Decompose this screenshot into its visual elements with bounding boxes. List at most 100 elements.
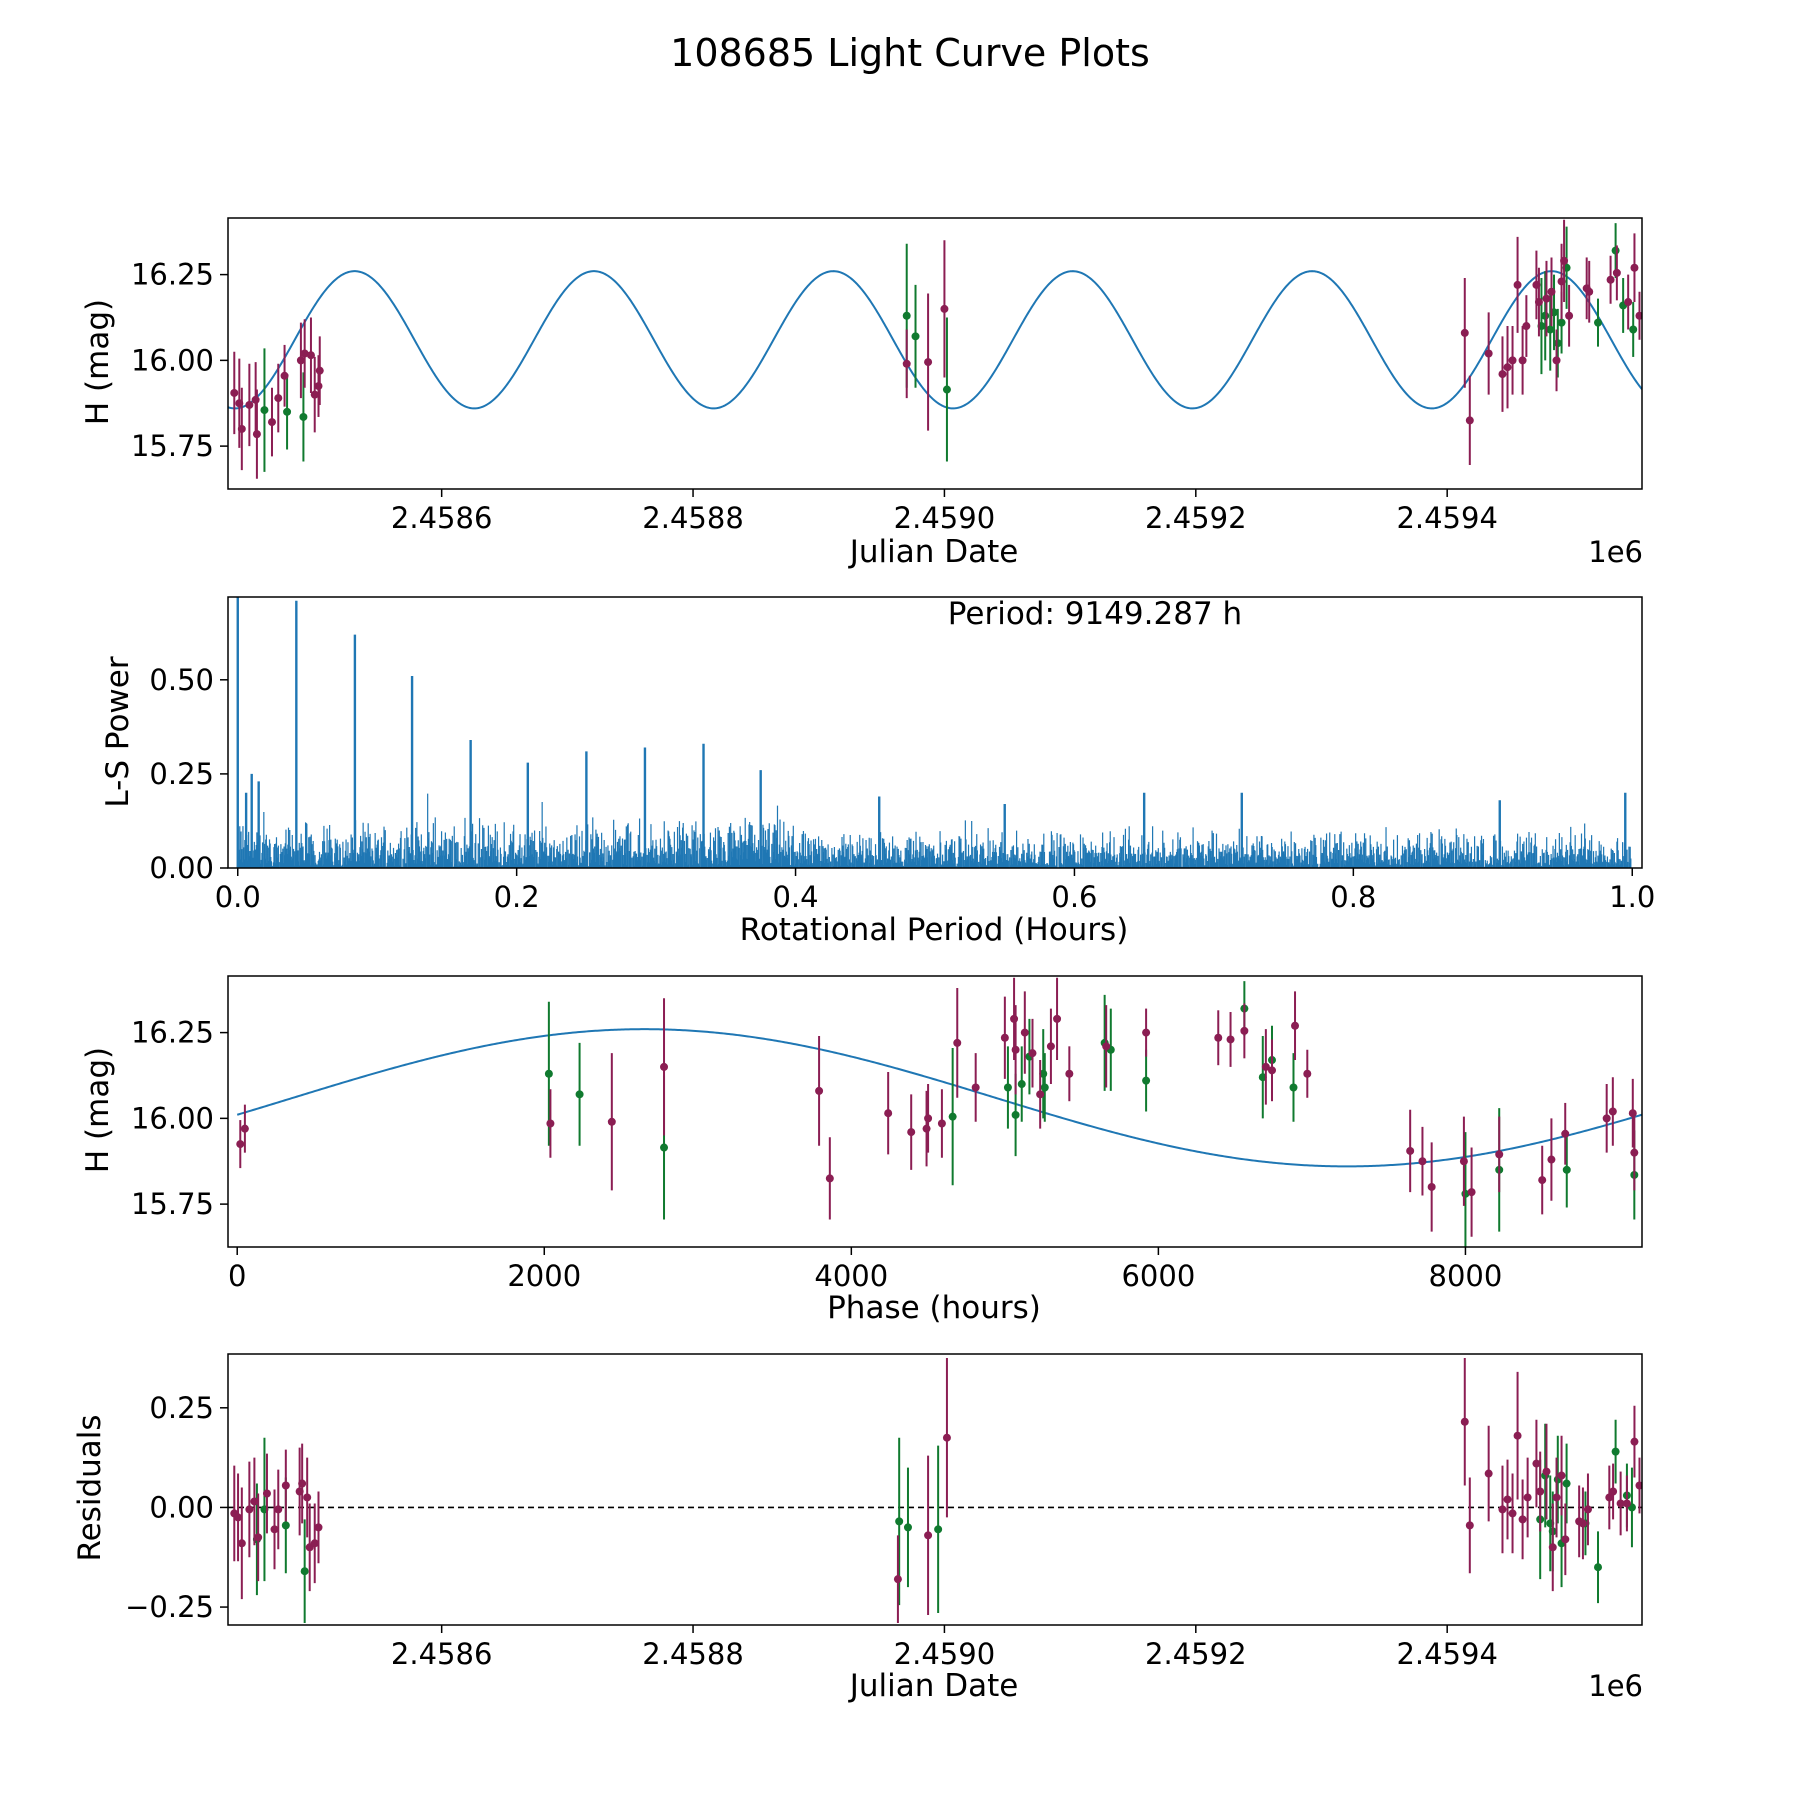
panel-light-curve-point-g xyxy=(902,311,911,320)
panel-residuals-point-g xyxy=(934,1525,943,1534)
panel-residuals-point-o xyxy=(1583,1505,1592,1514)
panel-residuals-point-o xyxy=(924,1531,933,1540)
panel-phase-point-o xyxy=(1036,1090,1045,1099)
panel-phase-point-o xyxy=(1142,1028,1151,1037)
panel-light-curve-point-g xyxy=(1611,246,1620,255)
panel-phase-point-o xyxy=(1538,1176,1547,1185)
panel-residuals-point-o xyxy=(1616,1499,1625,1508)
panel-phase-point-g xyxy=(948,1112,957,1121)
panel-light-curve-point-o xyxy=(1565,311,1574,320)
panel-residuals: 2.4586 2.4588 2.4590 2.4592 2.4594 −0.25 0.00 0… xyxy=(72,1353,1643,1704)
panel-light-curve-point-o xyxy=(1498,370,1507,379)
panel-phase-xtick-label: 6000 xyxy=(1121,1259,1195,1293)
panel-residuals-point-o xyxy=(1523,1493,1532,1502)
panel-residuals-xtick-label: 2.4590 xyxy=(894,1637,995,1671)
panel-residuals-point-o xyxy=(303,1493,312,1502)
panel-residuals-ytick-label: 0.00 xyxy=(149,1490,214,1524)
panel-residuals-point-o xyxy=(1605,1493,1614,1502)
panel-phase-xlabel: Phase (hours) xyxy=(827,1290,1041,1326)
panel-light-curve-point-o xyxy=(230,388,239,397)
panel-light-curve-point-g xyxy=(283,407,292,416)
panel-light-curve-point-o xyxy=(1508,356,1517,365)
panel-phase-point-o xyxy=(1418,1157,1427,1166)
panel-phase-fit-curve xyxy=(236,1028,1642,1168)
panel-phase-point-o xyxy=(825,1174,834,1183)
panel-periodogram-frame xyxy=(227,596,1643,869)
panel-residuals-point-o xyxy=(1498,1505,1507,1514)
panel-light-curve-point-o xyxy=(902,359,911,368)
panel-phase-point-g xyxy=(544,1069,553,1078)
panel-phase-point-o xyxy=(1561,1129,1570,1138)
panel-light-curve-point-g xyxy=(1629,325,1638,334)
panel-light-curve-point-o xyxy=(1585,287,1594,296)
panel-residuals-point-o xyxy=(1460,1417,1469,1426)
panel-light-curve-xtick-label: 2.4590 xyxy=(894,501,995,535)
panel-residuals-point-g xyxy=(1562,1479,1571,1488)
panel-light-curve-xlabel: Julian Date xyxy=(848,534,1019,570)
panel-phase-point-o xyxy=(1628,1109,1637,1118)
panel-periodogram-peaks xyxy=(236,597,1627,868)
panel-residuals-xlabel: Julian Date xyxy=(848,1668,1019,1704)
panel-phase-point-o xyxy=(884,1109,893,1118)
panel-phase-xtick-label: 8000 xyxy=(1429,1259,1503,1293)
panel-periodogram-plot: 0.0 0.2 0.4 0.6 0.8 1.0 0.00 0.25 0.50 xyxy=(149,596,1655,914)
panel-light-curve-point-g xyxy=(942,385,951,394)
panel-residuals-point-o xyxy=(893,1575,902,1584)
panel-residuals-point-o xyxy=(1557,1471,1566,1480)
panel-residuals-point-o xyxy=(1465,1521,1474,1530)
panel-residuals-ylabel: Residuals xyxy=(72,1414,108,1561)
panel-light-curve-point-o xyxy=(940,304,949,313)
panel-phase-point-o xyxy=(1065,1069,1074,1078)
panel-phase-point-g xyxy=(1011,1110,1020,1119)
panel-phase-point-o xyxy=(240,1124,249,1133)
panel-periodogram-ytick-label: 0.00 xyxy=(149,851,214,885)
panel-light-curve-point-o xyxy=(1612,268,1621,277)
panel-residuals-point-o xyxy=(274,1505,283,1514)
panel-phase-xtick-label: 0 xyxy=(228,1259,246,1293)
panel-phase-point-o xyxy=(1053,1014,1062,1023)
panel-residuals-point-o xyxy=(1536,1487,1545,1496)
panel-phase-point-o xyxy=(1459,1157,1468,1166)
panel-light-curve-point-o xyxy=(267,418,276,427)
panel-phase-point-o xyxy=(1214,1033,1223,1042)
panel-phase-point-g xyxy=(1142,1076,1151,1085)
panel-light-curve-point-o xyxy=(1503,363,1512,372)
panel-light-curve-point-o xyxy=(274,394,283,403)
panel-phase-point-g xyxy=(575,1090,584,1099)
panel-residuals-plot: 2.4586 2.4588 2.4590 2.4592 2.4594 −0.25 0.00 0… xyxy=(125,1353,1643,1671)
panel-light-curve-point-o xyxy=(300,349,309,358)
panel-light-curve-point-o xyxy=(1542,294,1551,303)
panel-residuals-offset-text: 1e6 xyxy=(1588,1669,1643,1703)
panel-light-curve-frame xyxy=(227,217,1643,490)
panel-residuals-point-o xyxy=(1561,1535,1570,1544)
panel-residuals-point-o xyxy=(1503,1495,1512,1504)
panel-phase-point-g xyxy=(1017,1080,1026,1089)
panel-periodogram-xtick-label: 0.2 xyxy=(494,880,540,914)
panel-phase-plot: 0 2000 4000 6000 8000 15.75 16.00 16.25 xyxy=(131,975,1643,1293)
panel-phase-ytick-label: 15.75 xyxy=(131,1187,214,1221)
panel-residuals-xtick-label: 2.4594 xyxy=(1396,1637,1497,1671)
panel-light-curve-ytick-label: 16.25 xyxy=(131,258,214,292)
panel-residuals-point-o xyxy=(1578,1519,1587,1528)
panel-phase-xtick-label: 2000 xyxy=(507,1259,581,1293)
panel-phase-point-o xyxy=(971,1083,980,1092)
panel-light-curve-point-o xyxy=(314,382,323,391)
panel-residuals-point-o xyxy=(1484,1469,1493,1478)
panel-periodogram-ylabel: L-S Power xyxy=(100,656,136,807)
panel-residuals-point-o xyxy=(1609,1487,1618,1496)
panel-phase-point-o xyxy=(922,1124,931,1133)
panel-light-curve-point-o xyxy=(1465,416,1474,425)
panel-residuals-point-g xyxy=(903,1523,912,1532)
panel-residuals-point-g xyxy=(895,1517,904,1526)
panel-phase-ytick-label: 16.00 xyxy=(131,1101,214,1135)
panel-phase-point-o xyxy=(1102,1042,1111,1051)
panel-residuals-point-o xyxy=(245,1505,254,1514)
panel-residuals-point-o xyxy=(1513,1431,1522,1440)
panel-light-curve-point-g xyxy=(299,412,308,421)
panel-periodogram-xtick-label: 0.8 xyxy=(1330,880,1376,914)
panel-residuals-xtick-label: 2.4586 xyxy=(391,1637,492,1671)
panel-phase-point-o xyxy=(1630,1148,1639,1157)
panel-residuals-point-g xyxy=(1611,1447,1620,1456)
panel-phase: 0 2000 4000 6000 8000 15.75 16.00 16.25 Phase (… xyxy=(80,975,1643,1326)
panel-phase-ytick-label: 16.25 xyxy=(131,1016,214,1050)
